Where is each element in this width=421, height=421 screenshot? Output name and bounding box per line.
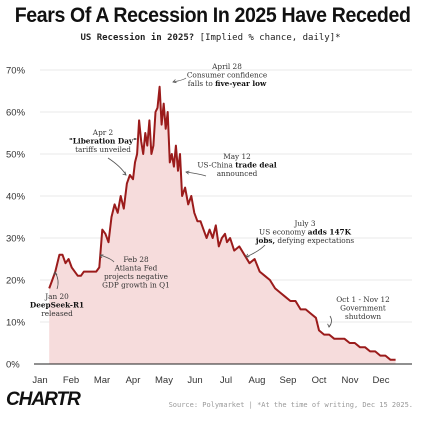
y-tick-label: 0% xyxy=(6,360,20,371)
annotation: Apr 2"Liberation Day"tariffs unveiled xyxy=(69,128,137,176)
recession-odds-line xyxy=(48,85,396,361)
annotation-line: "Liberation Day" xyxy=(69,137,137,146)
x-tick-label: Mar xyxy=(94,375,110,386)
annotation-arrow xyxy=(99,254,115,263)
annotation-line: falls to five-year low xyxy=(188,79,267,88)
x-tick-label: May xyxy=(155,375,173,386)
arrow-head xyxy=(53,271,58,276)
x-tick-label: Jul xyxy=(220,375,232,386)
annotation-line: US economy adds 147K xyxy=(259,228,352,237)
annotation-line: Apr 2 xyxy=(92,128,113,137)
area-fill xyxy=(49,86,396,365)
annotation-line: DeepSeek-R1 xyxy=(30,301,84,310)
annotation-line: Atlanta Fed xyxy=(114,264,158,273)
chart-subtitle: US Recession in 2025? [Implied % chance,… xyxy=(0,33,421,43)
annotation-line: Feb 28 xyxy=(123,255,149,264)
x-tick-label: Jun xyxy=(187,375,202,386)
y-tick-label: 30% xyxy=(6,234,26,245)
y-tick-label: 60% xyxy=(6,108,26,119)
annotation-line: April 28 xyxy=(211,62,242,71)
annotation-arrow xyxy=(172,77,187,83)
arrow-head xyxy=(99,254,104,259)
arrow-head xyxy=(327,323,332,328)
arrow-head xyxy=(122,171,127,176)
y-tick-label: 70% xyxy=(6,66,26,77)
x-tick-label: Feb xyxy=(63,375,79,386)
annotation-arrow xyxy=(185,171,207,177)
annotation-line: Government xyxy=(340,304,386,313)
annotation-line: shutdown xyxy=(345,312,381,321)
annotation-line: GDP growth in Q1 xyxy=(102,281,170,290)
x-tick-label: Sep xyxy=(280,375,297,386)
x-tick-label: Oct xyxy=(312,375,327,386)
annotation-line: tariffs unveiled xyxy=(75,145,131,154)
y-tick-label: 10% xyxy=(6,318,26,329)
annotation-line: projects negative xyxy=(104,272,168,281)
y-axis-ticks: 0% 10% 20% 30% 40% 50% 60% 70% xyxy=(6,66,26,371)
y-tick-label: 20% xyxy=(6,276,26,287)
annotation-line: Consumer confidence xyxy=(187,71,267,80)
annotation-line: announced xyxy=(217,169,258,178)
annotation-arrow xyxy=(107,157,127,176)
annotation-line: jobs, defying expectations xyxy=(255,236,355,245)
y-tick-label: 40% xyxy=(6,192,26,203)
y-tick-label: 50% xyxy=(6,150,26,161)
x-tick-label: Jan xyxy=(32,375,47,386)
annotation-line: Oct 1 - Nov 12 xyxy=(336,295,390,304)
x-tick-label: Aug xyxy=(249,375,266,386)
x-axis-ticks: Jan Feb Mar Apr May Jun Jul Aug Sep Oct Nov Dec xyxy=(32,375,389,386)
annotation-line: May 12 xyxy=(223,152,251,161)
chart-title: Fears Of A Recession In 2025 Have Recede… xyxy=(14,4,411,27)
x-tick-label: Dec xyxy=(373,375,390,386)
annotation-line: Jan 20 xyxy=(44,292,69,301)
subtitle-main: US Recession in 2025? xyxy=(80,33,195,43)
source-note: Source: Polymarket | *At the time of wri… xyxy=(168,401,413,409)
x-tick-label: Apr xyxy=(126,375,141,386)
arrow-head xyxy=(245,253,250,258)
chartr-logo: CHARTR xyxy=(6,389,81,410)
annotation-line: July 3 xyxy=(293,219,315,228)
annotation-line: released xyxy=(41,309,73,318)
arrow-head xyxy=(185,170,190,175)
annotation-line: US-China trade deal xyxy=(197,161,277,170)
subtitle-note: [Implied % chance, daily]* xyxy=(199,33,341,43)
annotation-arrow xyxy=(245,244,266,258)
arrow-head xyxy=(172,79,177,84)
x-tick-label: Nov xyxy=(342,375,359,386)
